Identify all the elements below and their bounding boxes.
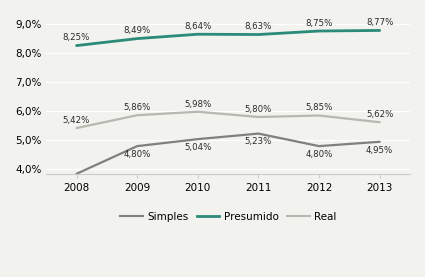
Text: 4,95%: 4,95% — [366, 145, 393, 155]
Text: 5,86%: 5,86% — [124, 103, 151, 112]
Legend: Simples, Presumido, Real: Simples, Presumido, Real — [116, 207, 340, 226]
Text: 5,98%: 5,98% — [184, 99, 211, 109]
Text: 5,80%: 5,80% — [245, 105, 272, 114]
Text: 8,25%: 8,25% — [63, 34, 90, 42]
Text: 8,64%: 8,64% — [184, 22, 212, 31]
Text: 8,77%: 8,77% — [366, 18, 394, 27]
Text: 8,49%: 8,49% — [124, 26, 151, 35]
Text: 5,42%: 5,42% — [63, 116, 90, 125]
Text: 5,85%: 5,85% — [306, 103, 333, 112]
Text: 5,62%: 5,62% — [366, 110, 394, 119]
Text: 4,80%: 4,80% — [124, 150, 151, 159]
Text: 4,80%: 4,80% — [306, 150, 333, 159]
Text: 5,23%: 5,23% — [245, 137, 272, 146]
Text: 8,75%: 8,75% — [306, 19, 333, 28]
Text: 5,04%: 5,04% — [184, 143, 212, 152]
Text: 8,63%: 8,63% — [245, 22, 272, 31]
